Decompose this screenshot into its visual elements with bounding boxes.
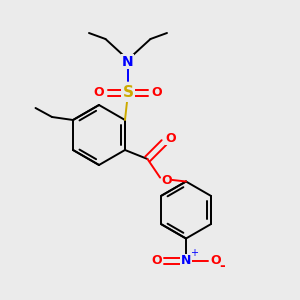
Text: O: O xyxy=(210,254,221,268)
Text: +: + xyxy=(190,248,198,259)
Text: O: O xyxy=(152,86,162,100)
Text: O: O xyxy=(165,131,176,145)
Text: O: O xyxy=(94,86,104,100)
Text: O: O xyxy=(151,254,162,268)
Text: -: - xyxy=(219,260,225,273)
Text: N: N xyxy=(122,55,134,68)
Text: S: S xyxy=(122,85,134,100)
Text: N: N xyxy=(181,254,191,268)
Text: O: O xyxy=(161,173,172,187)
